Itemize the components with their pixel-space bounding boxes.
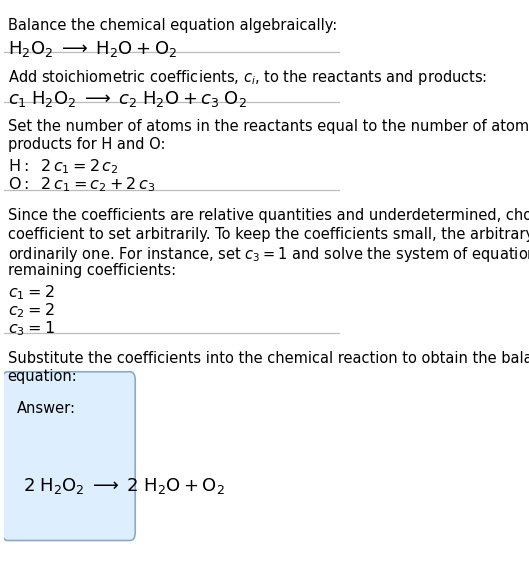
Text: remaining coefficients:: remaining coefficients: — [7, 264, 176, 278]
Text: $\mathrm{O:\;\;} 2\,c_1 = c_2 + 2\,c_3$: $\mathrm{O:\;\;} 2\,c_1 = c_2 + 2\,c_3$ — [7, 176, 155, 194]
Text: $2\;\mathrm{H_2O_2}\;\longrightarrow\;2\;\mathrm{H_2O + O_2}$: $2\;\mathrm{H_2O_2}\;\longrightarrow\;2\… — [23, 476, 224, 496]
Text: $\mathrm{H_2O_2}\;\longrightarrow\;\mathrm{H_2O + O_2}$: $\mathrm{H_2O_2}\;\longrightarrow\;\math… — [7, 39, 177, 59]
Text: $c_1\;\mathrm{H_2O_2}\;\longrightarrow\;c_2\;\mathrm{H_2O} + c_3\;\mathrm{O_2}$: $c_1\;\mathrm{H_2O_2}\;\longrightarrow\;… — [7, 89, 247, 109]
Text: $c_2 = 2$: $c_2 = 2$ — [7, 302, 54, 320]
Text: products for H and O:: products for H and O: — [7, 137, 165, 152]
Text: coefficient to set arbitrarily. To keep the coefficients small, the arbitrary va: coefficient to set arbitrarily. To keep … — [7, 226, 529, 242]
Text: Answer:: Answer: — [17, 401, 76, 416]
Text: Add stoichiometric coefficients, $c_i$, to the reactants and products:: Add stoichiometric coefficients, $c_i$, … — [7, 69, 487, 87]
Text: equation:: equation: — [7, 369, 77, 384]
Text: $c_1 = 2$: $c_1 = 2$ — [7, 284, 54, 302]
Text: Balance the chemical equation algebraically:: Balance the chemical equation algebraica… — [7, 18, 337, 33]
Text: Substitute the coefficients into the chemical reaction to obtain the balanced: Substitute the coefficients into the che… — [7, 350, 529, 366]
Text: Since the coefficients are relative quantities and underdetermined, choose a: Since the coefficients are relative quan… — [7, 208, 529, 223]
Text: $c_3 = 1$: $c_3 = 1$ — [7, 319, 54, 338]
Text: Set the number of atoms in the reactants equal to the number of atoms in the: Set the number of atoms in the reactants… — [7, 119, 529, 134]
Text: $\mathrm{H:\;\;} 2\,c_1 = 2\,c_2$: $\mathrm{H:\;\;} 2\,c_1 = 2\,c_2$ — [7, 157, 118, 176]
FancyBboxPatch shape — [3, 372, 135, 540]
Text: ordinarily one. For instance, set $c_3 = 1$ and solve the system of equations fo: ordinarily one. For instance, set $c_3 =… — [7, 245, 529, 264]
